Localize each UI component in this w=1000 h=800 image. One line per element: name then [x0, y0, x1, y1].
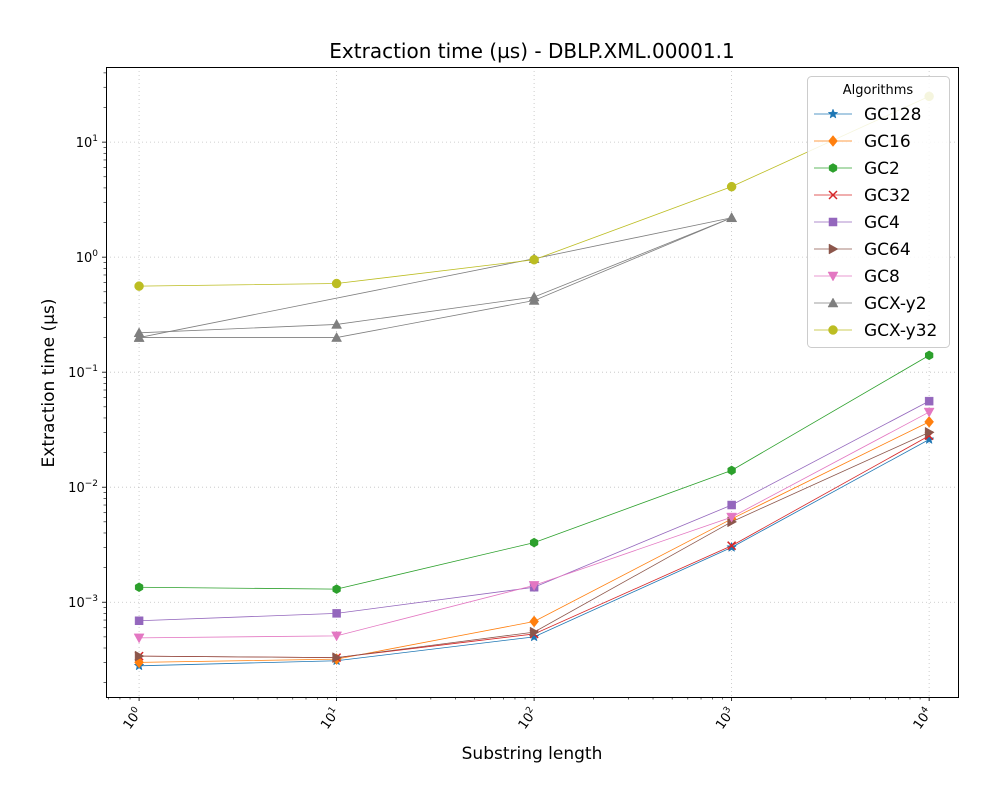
y-tick-label: 100 — [76, 249, 99, 266]
y-tick-label: 10−2 — [68, 479, 98, 496]
data-point — [924, 396, 934, 406]
legend-label: GC128 — [864, 105, 922, 125]
legend-label: GC4 — [864, 213, 900, 233]
legend-marker — [828, 163, 838, 173]
legend-label: GC64 — [864, 240, 911, 260]
data-point — [331, 332, 343, 342]
plot-frame — [106, 67, 959, 698]
data-point — [331, 631, 343, 642]
legend-entry-gc2: GC2 — [814, 159, 900, 179]
data-point — [529, 626, 540, 638]
x-tick-label: 100 — [120, 705, 146, 733]
data-point — [331, 278, 342, 289]
data-point — [134, 650, 145, 662]
data-point — [529, 615, 539, 628]
legend-entries: GC128 GC16 GC2 GC32 GC4 GC64 GC8 GCX-y2 GCX-y32 — [814, 105, 937, 341]
series-line — [139, 217, 732, 338]
legend-entry-gcx-y32: GCX-y32 — [814, 321, 937, 341]
legend-marker — [828, 135, 838, 147]
legend-marker — [828, 325, 838, 335]
data-point — [528, 291, 540, 302]
legend-box — [807, 76, 950, 348]
series-gc64 — [134, 426, 935, 664]
data-point — [529, 254, 539, 265]
legend-marker — [828, 217, 838, 227]
axes: 100 101 102 103 104 10−3 10−2 10−1 100 101 — [68, 72, 936, 733]
data-point — [331, 318, 343, 329]
data-point — [727, 465, 736, 476]
data-point — [726, 541, 738, 552]
legend-label: GCX-y32 — [864, 321, 937, 341]
series-line — [139, 217, 732, 338]
legend-label: GCX-y2 — [864, 294, 927, 314]
legend-entry-gc32: GC32 — [814, 186, 911, 206]
legend-title: Algorithms — [843, 83, 914, 98]
plot-series — [133, 91, 935, 671]
data-point — [332, 609, 341, 618]
data-point — [134, 281, 144, 291]
data-point — [726, 212, 738, 223]
legend-label: GC32 — [864, 186, 911, 206]
series-gcx-y2 — [133, 212, 738, 342]
y-tick-label: 10−3 — [68, 594, 98, 611]
data-point — [133, 633, 145, 644]
data-point — [923, 407, 935, 418]
legend-entry-gc64: GC64 — [814, 240, 911, 260]
data-point — [924, 415, 934, 428]
data-point — [133, 332, 145, 342]
x-axis-label: Substring length — [462, 744, 603, 764]
legend-entry-gc128: GC128 — [814, 105, 922, 125]
x-tick-label: 103 — [712, 705, 738, 732]
legend-entry-gcx-y2: GCX-y2 — [814, 294, 927, 314]
legend-label: GC16 — [864, 132, 911, 152]
series-gc2 — [134, 350, 934, 594]
legend-marker — [828, 243, 839, 255]
data-point — [529, 537, 539, 548]
legend-entry-gc16: GC16 — [814, 132, 911, 152]
data-point — [727, 500, 736, 510]
legend-label: GC2 — [864, 159, 900, 179]
legend-entry-gc4: GC4 — [814, 213, 900, 233]
legend-marker — [827, 297, 839, 308]
legend-entry-gc8: GC8 — [814, 267, 900, 287]
x-tick-label: 101 — [317, 705, 343, 732]
y-axis-label: Extraction time (µs) — [39, 299, 59, 468]
series-gcx-y2 — [133, 212, 738, 338]
data-point — [134, 582, 144, 593]
series-gc8 — [133, 407, 935, 644]
series-gcx-y2 — [133, 212, 738, 342]
data-point — [332, 584, 341, 594]
x-tick-label: 104 — [910, 705, 936, 733]
x-tick-label: 102 — [515, 705, 541, 732]
y-tick-label: 101 — [76, 134, 98, 151]
legend-marker — [827, 271, 839, 282]
series-line — [139, 355, 930, 590]
legend-label: GC8 — [864, 267, 900, 287]
data-point — [528, 581, 540, 591]
data-point — [726, 181, 737, 192]
data-point — [924, 350, 934, 361]
data-point — [332, 652, 343, 664]
legend: Algorithms GC128 GC16 GC2 GC32 GC4 GC64 GC8 GCX… — [807, 76, 950, 348]
series-line — [139, 217, 732, 334]
data-point — [134, 616, 144, 626]
y-tick-label: 10−1 — [68, 364, 98, 381]
data-point — [726, 512, 738, 523]
legend-marker — [828, 190, 838, 200]
chart-title: Extraction time (µs) - DBLP.XML.00001.1 — [329, 39, 734, 63]
legend-marker — [827, 108, 839, 119]
data-point — [727, 541, 737, 551]
data-point — [924, 426, 935, 438]
series-gcx-y32 — [134, 91, 934, 291]
